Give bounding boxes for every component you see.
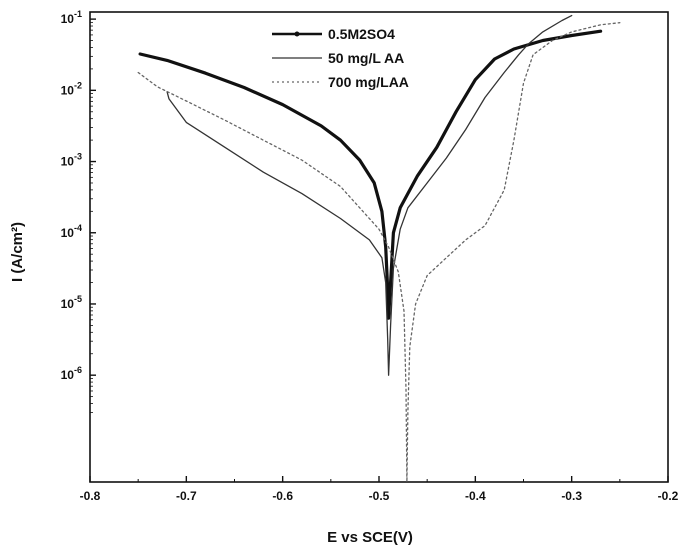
x-tick-label: -0.3 — [561, 489, 582, 503]
series-line-1 — [138, 29, 603, 320]
y-axis-label: I (A/cm²) — [9, 222, 26, 282]
x-tick-label: -0.5 — [369, 489, 390, 503]
x-tick-label: -0.8 — [80, 489, 101, 503]
y-tick-label: 10-4 — [61, 223, 82, 240]
legend-label-2: 50 mg/L AA — [328, 50, 404, 66]
series-line-2 — [166, 14, 573, 376]
ticks-layer: -0.8 -0.7 -0.6 -0.5 -0.4 -0.3 -0.2 10-1 10-2 10-3… — [61, 9, 679, 503]
series-line-3 — [137, 22, 621, 483]
y-tick-label: 10-2 — [61, 80, 82, 97]
x-tick-label: -0.2 — [658, 489, 679, 503]
x-tick-label: -0.6 — [272, 489, 293, 503]
y-tick-label: 10-5 — [61, 294, 82, 311]
y-tick-label: 10-1 — [61, 9, 82, 26]
y-tick-label: 10-6 — [61, 365, 82, 382]
legend-label-1: 0.5M2SO4 — [328, 26, 395, 42]
legend-label-3: 700 mg/LAA — [328, 74, 409, 90]
x-tick-label: -0.7 — [176, 489, 197, 503]
series-layer — [137, 14, 621, 483]
x-tick-label: -0.4 — [465, 489, 486, 503]
y-tick-label: 10-3 — [61, 152, 82, 169]
legend: 0.5M2SO4 50 mg/L AA 700 mg/LAA — [272, 26, 409, 90]
x-axis-label: E vs SCE(V) — [327, 529, 413, 546]
legend-marker-1 — [294, 31, 300, 37]
